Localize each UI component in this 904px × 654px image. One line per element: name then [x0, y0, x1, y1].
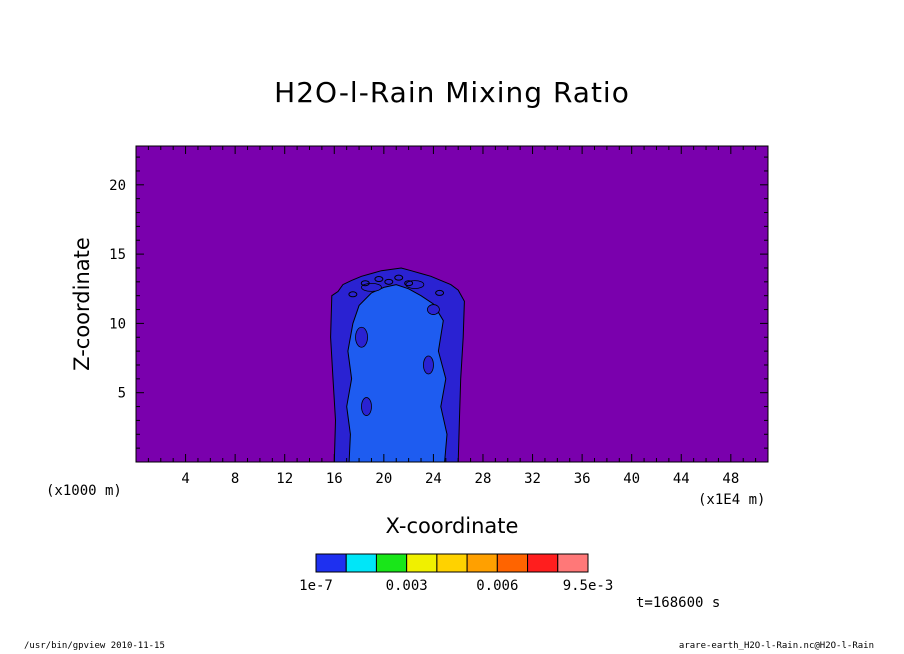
cloud-inner-core	[346, 284, 448, 463]
colorbar-swatch-4	[436, 553, 468, 573]
chart-title: H2O-l-Rain Mixing Ratio	[274, 76, 630, 109]
x-axis-label: X-coordinate	[385, 514, 519, 538]
y-tick-label-15: 15	[109, 247, 126, 263]
contour-island-0	[355, 326, 368, 348]
colorbar-swatch-5	[466, 553, 498, 573]
x-tick-label-28: 28	[475, 471, 492, 487]
contour-top-blob-1	[374, 276, 384, 283]
contour-top-blob-2	[384, 278, 394, 285]
x-tick-label-4: 4	[181, 471, 189, 487]
x-tick-label-12: 12	[276, 471, 293, 487]
x-tick-label-16: 16	[326, 471, 343, 487]
contour-island-1	[361, 397, 372, 416]
x-tick-label-32: 32	[524, 471, 541, 487]
contour-top-blob-4	[404, 280, 414, 287]
colorbar-label-3: 9.5e-3	[563, 578, 614, 594]
contour-top-blob-0	[360, 280, 370, 287]
colorbar-swatch-0	[315, 553, 347, 573]
colorbar-swatch-6	[496, 553, 529, 573]
x-tick-label-44: 44	[673, 471, 690, 487]
x-unit-left: (x1000 m)	[46, 483, 122, 499]
colorbar-swatch-2	[375, 553, 408, 573]
x-tick-label-36: 36	[574, 471, 591, 487]
contour-island-3	[427, 304, 440, 315]
contour-top-blob-6	[435, 289, 445, 296]
contour-top-blob-3	[394, 274, 404, 281]
colorbar-swatch-8	[557, 553, 589, 573]
x-tick-label-20: 20	[375, 471, 392, 487]
colorbar-swatch-3	[406, 553, 438, 573]
y-tick-label-10: 10	[109, 316, 126, 332]
colorbar-swatch-7	[527, 553, 559, 573]
contour-island-5	[405, 280, 425, 289]
y-tick-label-20: 20	[109, 178, 126, 194]
colorbar-label-1: 0.003	[386, 578, 428, 594]
x-tick-label-40: 40	[623, 471, 640, 487]
y-axis-label: Z-coordinate	[70, 237, 94, 371]
x-unit-right: (x1E4 m)	[698, 492, 766, 508]
footer-right: arare-earth_H2O-l-Rain.nc@H2O-l-Rain	[678, 641, 874, 651]
colorbar-label-0: 1e-7	[299, 578, 333, 594]
contour-top-blob-5	[348, 291, 358, 298]
footer-left: /usr/bin/gpview 2010-11-15	[24, 641, 165, 651]
x-tick-label-48: 48	[722, 471, 739, 487]
colorbar-swatch-1	[345, 553, 377, 573]
x-tick-label-8: 8	[231, 471, 239, 487]
time-label: t=168600 s	[636, 595, 721, 611]
x-tick-label-24: 24	[425, 471, 442, 487]
y-tick-label-5: 5	[118, 386, 126, 402]
colorbar-label-2: 0.006	[476, 578, 518, 594]
contour-island-4	[361, 282, 382, 292]
contour-island-2	[423, 355, 434, 375]
plot-frame	[135, 145, 769, 463]
